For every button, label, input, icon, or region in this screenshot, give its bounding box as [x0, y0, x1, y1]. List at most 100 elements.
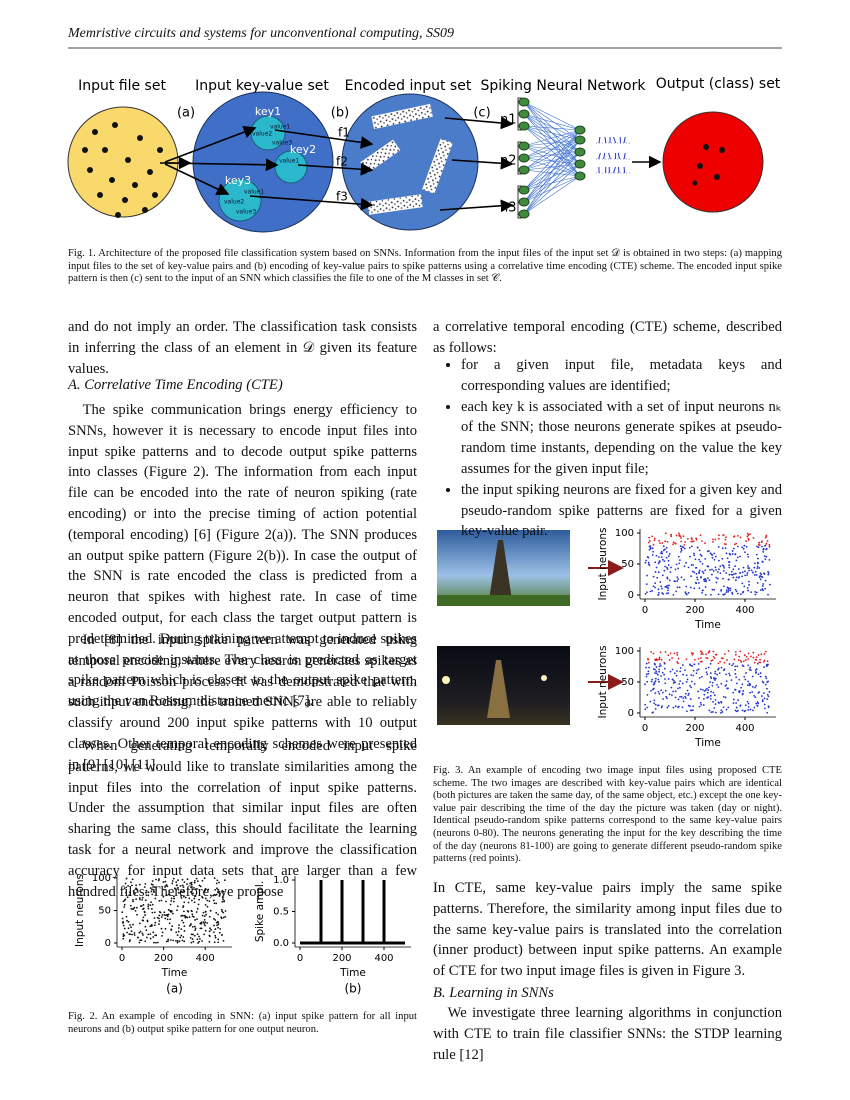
spike-dot [715, 555, 717, 558]
spike-dot [127, 920, 130, 923]
spike-dot [695, 538, 698, 541]
spike-dot [645, 662, 648, 665]
y-tick-label: 0.0 [273, 938, 289, 949]
spike-dot [727, 590, 730, 593]
spike-dot [737, 659, 740, 661]
spike-dot [718, 534, 720, 537]
spike-dot [743, 654, 746, 657]
spike-dot [701, 651, 703, 654]
spike-dot [759, 675, 762, 678]
spike-dot [177, 879, 179, 882]
input-neuron [518, 197, 530, 207]
spike-dot [755, 671, 758, 673]
spike-dot [698, 569, 701, 572]
spike-dot [767, 705, 770, 708]
spike-dot [747, 680, 750, 683]
file-dot [92, 129, 98, 135]
spike-dot [692, 564, 695, 566]
file-dot [152, 192, 158, 198]
spike-dot [725, 680, 728, 683]
spike-dot [199, 937, 201, 940]
synapse [523, 101, 581, 131]
spike-dot [710, 690, 713, 693]
spike-dot [769, 583, 771, 586]
file-dot [137, 135, 143, 141]
spike-dot [123, 927, 126, 930]
spike-dot [754, 669, 757, 671]
spike-dot [743, 676, 746, 678]
spike-dot [763, 666, 765, 669]
panel-label: (a) [166, 982, 183, 996]
spike-dot [760, 653, 763, 656]
spike-dot [214, 919, 217, 921]
paragraph: The spike communication brings energy ef… [68, 402, 417, 710]
spike-dot [206, 905, 209, 908]
spike-dot [714, 679, 716, 681]
spike-dot [190, 886, 193, 889]
spike-dot [193, 925, 196, 928]
spike-dot [731, 591, 733, 594]
spike-dot [145, 889, 148, 892]
spike-dot [212, 931, 215, 934]
spike-dot [701, 689, 704, 691]
spike-dot [218, 895, 221, 897]
spike-dot [756, 545, 758, 548]
spike-dot [738, 690, 740, 693]
spike-dot [681, 706, 684, 709]
spike-dot [652, 668, 655, 670]
spike-dot [710, 593, 712, 596]
spike-dot [753, 566, 756, 569]
step-label: (b) [331, 106, 349, 121]
spike-dot [193, 901, 196, 904]
spike-dot [686, 689, 689, 692]
spike-dot [712, 570, 715, 572]
spike-dot [716, 673, 719, 676]
spike-dot [701, 675, 703, 678]
spike-dot [659, 651, 662, 654]
spike-dot [725, 543, 727, 546]
spike-dot [218, 892, 221, 895]
spike-dot [140, 939, 143, 942]
spike-dot [181, 919, 183, 922]
spike-dot [163, 914, 166, 916]
spike-dot [668, 693, 671, 696]
spike-dot [753, 562, 756, 565]
spike-dot [193, 881, 196, 884]
spike-dot [682, 535, 685, 538]
spike-dot [673, 672, 676, 675]
spike-dot [701, 540, 703, 542]
spike-dot [213, 917, 215, 920]
spike-dot [690, 537, 693, 539]
spike-dot [692, 674, 695, 677]
spike-dot [720, 682, 723, 685]
synapse [523, 129, 581, 215]
input-neuron [518, 141, 530, 151]
spike-dot [762, 589, 764, 592]
spike-dot [223, 879, 226, 882]
spike-dot [741, 571, 744, 574]
synapse [523, 151, 581, 215]
spike-dot [188, 916, 191, 918]
spike-dot [707, 652, 710, 654]
spike-dot [142, 916, 145, 919]
spike-dot [204, 924, 206, 927]
spike-dot [644, 708, 647, 711]
spike-dot [181, 884, 184, 887]
spike-dot [709, 698, 712, 700]
spike-dot [147, 894, 150, 897]
spike-dot [190, 909, 193, 912]
spike-dot [666, 576, 669, 579]
spike-dot [755, 656, 758, 659]
spike-dot [165, 914, 167, 917]
spike-dot [756, 662, 759, 665]
synapse [523, 139, 581, 159]
spike-dot [717, 686, 720, 689]
spike-pattern [422, 138, 453, 194]
spike-dot [197, 942, 199, 944]
spike-dot [697, 657, 700, 660]
spike-dot [709, 569, 711, 571]
spike-dot [129, 924, 131, 926]
spike-dot [122, 921, 125, 924]
spike-dot [652, 652, 655, 655]
spike-dot [687, 704, 690, 707]
